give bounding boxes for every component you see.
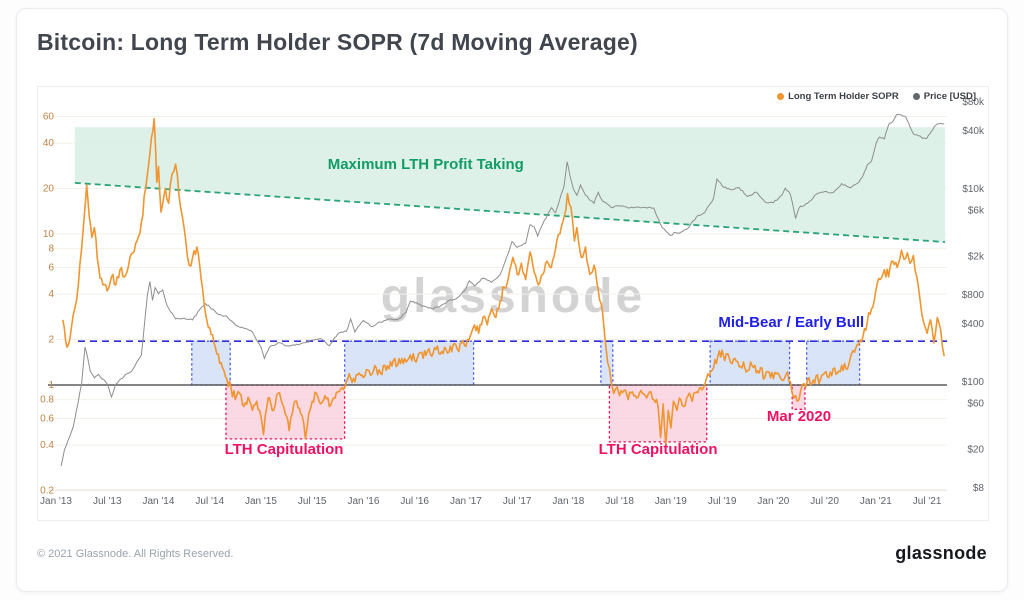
legend-item-sopr[interactable]: Long Term Holder SOPR [777, 91, 899, 102]
right-axis-tick: $60 [967, 398, 984, 409]
x-axis-tick: Jan '20 [757, 496, 789, 507]
chart-legend: Long Term Holder SOPR Price [USD] [777, 91, 976, 102]
right-axis-tick: $20 [967, 444, 984, 455]
right-axis-tick: $2k [968, 251, 985, 262]
right-axis-tick: $40k [962, 126, 985, 137]
left-axis-tick: 1 [48, 380, 54, 391]
left-axis-tick: 20 [43, 184, 55, 195]
x-axis-tick: Jan '14 [143, 496, 175, 507]
right-axis-tick: $100 [962, 377, 985, 388]
right-axis-tick: $400 [962, 319, 985, 330]
page-title: Bitcoin: Long Term Holder SOPR (7d Movin… [37, 29, 638, 55]
x-axis-tick: Jul '19 [708, 496, 737, 507]
x-axis-tick: Jul '15 [298, 496, 327, 507]
left-axis-tick: 0.2 [40, 486, 54, 497]
legend-swatch-price-icon [912, 93, 920, 100]
chart-card: Bitcoin: Long Term Holder SOPR (7d Movin… [16, 8, 1008, 592]
midbear-box [191, 340, 231, 386]
midbear-box [344, 340, 475, 386]
x-axis-tick: Jan '21 [860, 496, 892, 507]
x-axis-tick: Jan '17 [450, 496, 482, 507]
annotation-label: LTH Capitulation [599, 441, 718, 458]
copyright-text: © 2021 Glassnode. All Rights Reserved. [37, 548, 234, 560]
chart-panel: glassnode Maximum LTH Profit Taking Mid-B… [37, 86, 989, 521]
right-axis-tick: $6k [968, 205, 985, 216]
x-axis-tick: Jan '15 [245, 496, 277, 507]
x-axis-tick: Jan '13 [40, 496, 72, 507]
x-axis-tick: Jul '20 [810, 496, 839, 507]
left-axis-tick: 60 [43, 111, 55, 122]
x-axis-tick: Jul '14 [195, 496, 224, 507]
right-axis-tick: $80k [962, 97, 985, 108]
x-axis-tick: Jul '21 [913, 496, 942, 507]
legend-label-price: Price [USD] [923, 91, 976, 102]
left-axis-tick: 6 [48, 262, 54, 273]
left-axis-tick: 8 [48, 244, 54, 255]
left-axis-tick: 4 [48, 289, 54, 300]
x-axis-tick: Jan '16 [347, 496, 379, 507]
legend-item-price[interactable]: Price [USD] [912, 91, 976, 102]
profit-band [74, 127, 946, 243]
x-axis-tick: Jul '17 [503, 496, 532, 507]
annotation-label: LTH Capitulation [225, 441, 344, 458]
left-axis-tick: 0.6 [40, 413, 54, 424]
glassnode-logo: glassnode [895, 543, 987, 563]
annotation-label: Mid-Bear / Early Bull [718, 314, 864, 331]
legend-label-sopr: Long Term Holder SOPR [788, 91, 899, 102]
sopr-line [62, 117, 945, 446]
price-line [60, 113, 945, 467]
left-axis-tick: 2 [48, 335, 54, 346]
chart-plot[interactable]: Maximum LTH Profit Taking Mid-Bear / Earl… [38, 87, 988, 520]
x-axis-tick: Jan '19 [655, 496, 687, 507]
midbear-box [806, 340, 861, 386]
right-axis-tick: $10k [962, 184, 985, 195]
profit-band-lower-line [74, 181, 946, 243]
annotation-label: Mar 2020 [767, 408, 831, 425]
right-axis-tick: $800 [962, 290, 985, 301]
x-axis-tick: Jul '16 [400, 496, 429, 507]
annotation-label: Maximum LTH Profit Taking [328, 156, 524, 173]
left-axis-tick: 0.8 [40, 395, 54, 406]
x-axis-tick: Jul '13 [93, 496, 122, 507]
right-axis-tick: $8 [973, 483, 985, 494]
legend-swatch-sopr-icon [777, 93, 785, 100]
left-axis-tick: 0.4 [40, 440, 54, 451]
left-axis-tick: 10 [43, 229, 55, 240]
x-axis-tick: Jul '18 [605, 496, 634, 507]
x-axis-tick: Jan '18 [552, 496, 584, 507]
left-axis-tick: 40 [43, 138, 55, 149]
